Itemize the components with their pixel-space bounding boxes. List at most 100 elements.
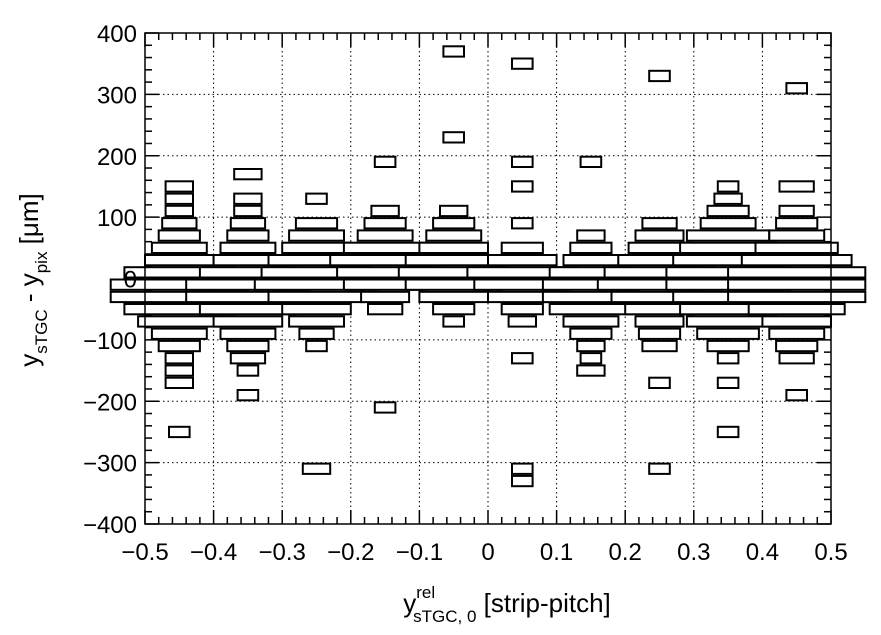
histogram-box bbox=[785, 389, 809, 402]
histogram-box bbox=[785, 82, 809, 95]
histogram-box bbox=[288, 229, 346, 242]
histogram-box bbox=[685, 315, 771, 328]
histogram-box bbox=[579, 352, 603, 365]
histogram-box bbox=[161, 217, 198, 230]
x-axis-title: yrel sTGC, 0 [strip-pitch] bbox=[403, 583, 611, 626]
y-tick-label: 400 bbox=[97, 21, 137, 48]
y-axis-title-suffix: [μm] bbox=[14, 193, 44, 251]
histogram-box bbox=[569, 327, 613, 340]
histogram-box bbox=[150, 241, 208, 254]
histogram-box bbox=[233, 204, 263, 218]
x-tick-label: −0.3 bbox=[259, 539, 306, 566]
histogram-box bbox=[778, 180, 815, 193]
histogram-box bbox=[236, 389, 260, 402]
histogram-box bbox=[511, 180, 534, 193]
histogram-box bbox=[267, 290, 366, 304]
histogram-box bbox=[442, 45, 465, 58]
histogram-box bbox=[634, 315, 685, 328]
histogram-box bbox=[634, 229, 685, 242]
x-tick-label: −0.4 bbox=[190, 539, 237, 566]
histogram-box bbox=[305, 192, 328, 205]
histogram-box bbox=[727, 278, 867, 291]
histogram-box bbox=[500, 303, 544, 316]
y-tick-label: 100 bbox=[97, 205, 137, 232]
histogram-box bbox=[363, 217, 407, 230]
histogram-box bbox=[727, 266, 867, 279]
histogram-box bbox=[768, 327, 826, 340]
histogram-box bbox=[356, 229, 414, 242]
histogram-box bbox=[641, 339, 678, 353]
y-tick-label: 0 bbox=[124, 267, 137, 294]
y-tick-label: −100 bbox=[83, 328, 137, 355]
histogram-box bbox=[768, 229, 826, 242]
histogram-box bbox=[236, 364, 260, 377]
histogram-box bbox=[418, 241, 489, 254]
histogram-box bbox=[370, 204, 400, 218]
histogram-box bbox=[511, 57, 534, 70]
histogram-box bbox=[716, 425, 740, 439]
y-tick-label: 300 bbox=[97, 82, 137, 109]
x-tick-label: −0.1 bbox=[396, 539, 443, 566]
x-axis-title-base: y bbox=[403, 588, 416, 618]
histogram-box bbox=[562, 254, 620, 267]
histogram-box bbox=[579, 155, 603, 168]
histogram-box bbox=[569, 241, 613, 254]
histogram-box bbox=[747, 303, 846, 316]
histogram-box bbox=[301, 462, 332, 475]
histogram-box bbox=[648, 462, 671, 475]
histogram-box bbox=[226, 229, 270, 242]
histogram-box bbox=[562, 315, 620, 328]
histogram-box bbox=[157, 339, 201, 353]
histogram-box bbox=[761, 315, 833, 328]
histogram-box bbox=[706, 339, 750, 353]
histogram-box bbox=[500, 241, 544, 254]
x-tick-label: −0.5 bbox=[121, 539, 168, 566]
histogram-box bbox=[442, 131, 465, 144]
histogram-box bbox=[360, 290, 411, 304]
histogram-box bbox=[233, 192, 263, 205]
histogram-box bbox=[648, 69, 671, 83]
y-tick-label: −400 bbox=[83, 512, 137, 539]
histogram-box bbox=[696, 327, 760, 340]
histogram-box bbox=[511, 217, 534, 230]
x-tick-label: 0.4 bbox=[746, 539, 779, 566]
histogram-box bbox=[298, 327, 335, 340]
histogram-box bbox=[144, 254, 215, 267]
y-tick-label: 200 bbox=[97, 144, 137, 171]
x-axis-title-suffix: [strip-pitch] bbox=[476, 588, 610, 618]
histogram-box bbox=[716, 352, 740, 365]
histogram-box bbox=[229, 352, 267, 365]
histogram-box bbox=[281, 303, 352, 316]
histogram-box bbox=[778, 352, 815, 365]
x-tick-label: 0.2 bbox=[609, 539, 642, 566]
histogram-box bbox=[685, 229, 771, 242]
histogram-box bbox=[373, 401, 397, 414]
histogram-box bbox=[432, 303, 476, 316]
x-tick-labels: −0.5 −0.4 −0.3 −0.2 −0.1 0 0.1 0.2 0.3 0.4 0.5 bbox=[121, 539, 847, 566]
histogram-box bbox=[212, 315, 284, 328]
histogram-box bbox=[164, 192, 195, 205]
histogram-box bbox=[576, 339, 606, 353]
histogram-box bbox=[164, 376, 195, 390]
histogram-box bbox=[418, 290, 489, 304]
histogram-box bbox=[305, 339, 328, 353]
histogram-box bbox=[740, 254, 853, 267]
histogram-box bbox=[432, 217, 476, 230]
histogram-box bbox=[157, 229, 201, 242]
y-axis-title-separator: - bbox=[14, 286, 44, 309]
histogram-box bbox=[511, 352, 534, 365]
histogram-box bbox=[137, 315, 222, 328]
y-axis-title: ysTGC - ypix [μm] bbox=[14, 193, 51, 367]
histogram-box bbox=[168, 425, 191, 439]
histogram-box bbox=[367, 303, 404, 316]
y-tick-labels: −400 −300 −200 −100 0 100 200 300 400 bbox=[83, 21, 137, 539]
histogram-box bbox=[294, 217, 339, 230]
y-axis-title-sub-1: sTGC bbox=[32, 309, 51, 353]
histogram-box bbox=[164, 352, 195, 365]
histogram-box bbox=[716, 180, 740, 193]
histogram-box bbox=[439, 204, 469, 218]
histogram-box bbox=[164, 364, 195, 377]
y-tick-label: −300 bbox=[83, 451, 137, 478]
histogram-box bbox=[233, 168, 263, 181]
histogram-box bbox=[373, 155, 397, 168]
